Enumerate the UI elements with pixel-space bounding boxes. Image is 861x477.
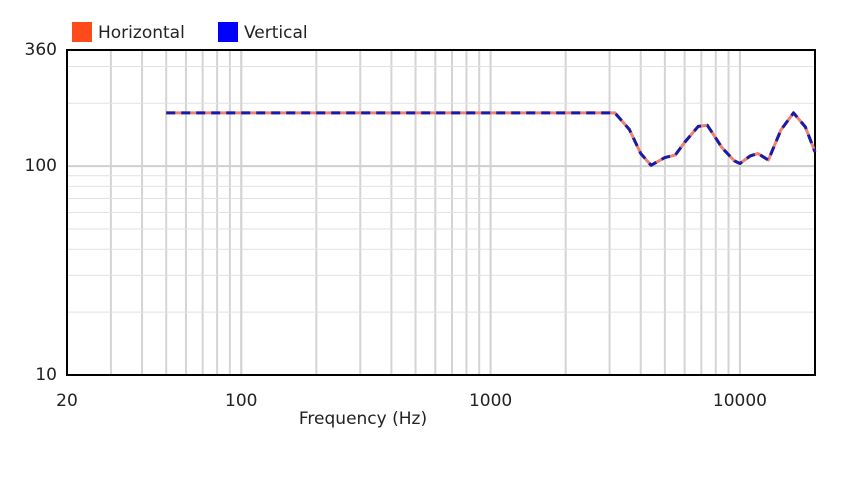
y-tick-label: 10 <box>35 365 57 385</box>
y-tick-label: 100 <box>25 156 57 176</box>
legend-swatch <box>72 22 92 42</box>
x-tick-label: 100 <box>225 391 257 411</box>
plot-frame <box>66 49 816 376</box>
x-tick-label: 10000 <box>713 391 767 411</box>
legend-label: Horizontal <box>98 23 185 43</box>
x-tick-label: 20 <box>56 391 78 411</box>
y-tick-label: 360 <box>25 40 57 60</box>
legend-swatch <box>218 22 238 42</box>
x-axis-label: Frequency (Hz) <box>299 409 427 429</box>
series-line <box>166 111 817 167</box>
x-tick-label: 1000 <box>469 391 512 411</box>
legend-label: Vertical <box>244 23 308 43</box>
